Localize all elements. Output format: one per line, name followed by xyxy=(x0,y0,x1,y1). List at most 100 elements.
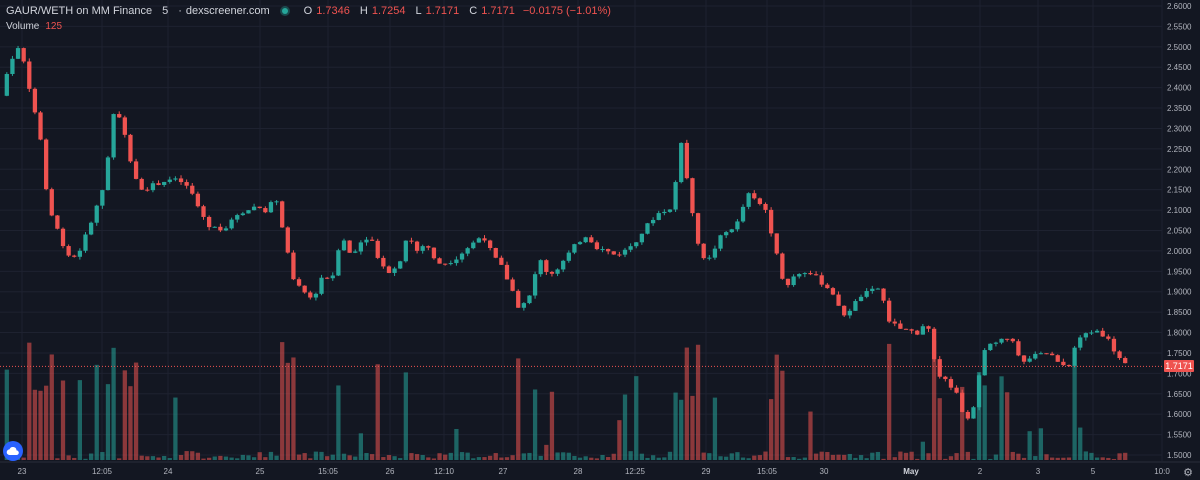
volume-bar xyxy=(690,395,695,460)
candle-body xyxy=(937,359,942,377)
candle-body xyxy=(369,239,375,241)
candle-body xyxy=(1061,361,1066,366)
volume-bar xyxy=(21,457,26,460)
candle-body xyxy=(892,321,897,324)
volume-bar xyxy=(521,453,526,460)
x-tick-label: 10:0 xyxy=(1154,467,1170,476)
volume-bar xyxy=(572,455,577,460)
candle-body xyxy=(72,255,77,257)
candle-body xyxy=(1021,355,1027,362)
candle-body xyxy=(44,139,49,190)
volume-bar xyxy=(931,340,937,460)
candle-body xyxy=(881,288,886,301)
candle-body xyxy=(145,189,150,191)
volume-bar xyxy=(527,452,532,460)
volume-bar xyxy=(1033,456,1038,460)
candle-body xyxy=(122,117,127,135)
candle-body xyxy=(381,257,386,267)
gear-icon[interactable]: ⚙ xyxy=(1183,467,1193,479)
volume-bar xyxy=(285,362,290,460)
volume-bar xyxy=(802,457,807,460)
volume-bar xyxy=(577,457,583,460)
candle-body xyxy=(1106,336,1111,339)
volume-bar xyxy=(724,456,729,460)
volume-bar xyxy=(77,380,83,460)
cloud-icon[interactable] xyxy=(3,441,23,461)
y-tick-label: 2.1500 xyxy=(1167,186,1192,195)
candle-body xyxy=(555,269,560,274)
candle-body xyxy=(600,249,605,251)
candle-body xyxy=(650,219,656,224)
candle-body xyxy=(819,275,824,285)
candle-body xyxy=(4,73,9,96)
volume-bar xyxy=(516,358,521,460)
volume-bar xyxy=(471,458,476,460)
candle-body xyxy=(223,228,229,231)
candle-body xyxy=(499,257,504,265)
candle-body xyxy=(729,229,734,233)
volume-bar xyxy=(364,452,369,460)
candle-body xyxy=(471,242,476,249)
candle-body xyxy=(909,329,914,331)
candle-body xyxy=(27,61,32,89)
candle-body xyxy=(853,301,858,311)
volume-bar xyxy=(111,347,116,460)
candle-body xyxy=(94,205,99,223)
x-tick-label: 3 xyxy=(1036,467,1041,476)
candle-body xyxy=(482,238,487,241)
candle-body xyxy=(403,240,408,262)
candle-body xyxy=(454,259,459,264)
x-tick-label: 12:05 xyxy=(92,467,113,476)
volume-bar xyxy=(122,370,127,460)
candle-body xyxy=(246,210,251,214)
volume-bar xyxy=(887,343,892,460)
x-tick-label: 5 xyxy=(1091,467,1096,476)
volume-bar xyxy=(105,384,111,460)
candle-body xyxy=(1111,338,1117,352)
y-tick-label: 2.1000 xyxy=(1167,206,1192,215)
volume-bar xyxy=(325,456,330,460)
candle-body xyxy=(201,206,206,217)
volume-bar xyxy=(358,433,364,460)
x-tick-label: 27 xyxy=(499,467,508,476)
candle-body xyxy=(1083,333,1088,338)
candle-body xyxy=(487,240,493,248)
volume-bar xyxy=(780,370,785,460)
volume-bar xyxy=(915,458,920,460)
x-tick-label: 26 xyxy=(386,467,395,476)
candle-body xyxy=(336,250,341,276)
candle-body xyxy=(1010,338,1015,342)
candle-body xyxy=(105,157,111,191)
volume-bar xyxy=(499,457,504,460)
candle-body xyxy=(622,249,628,255)
volume-bar xyxy=(212,456,217,460)
candle-body xyxy=(167,179,172,182)
candle-body xyxy=(465,248,470,254)
y-tick-label: 1.7000 xyxy=(1167,369,1192,378)
volume-bar xyxy=(993,454,999,460)
volume-bar xyxy=(4,369,9,460)
volume-bar xyxy=(650,455,656,460)
candle-body xyxy=(257,206,262,209)
x-tick-label: 12:10 xyxy=(434,467,455,476)
volume-bar xyxy=(409,453,414,460)
candle-body xyxy=(493,247,498,258)
volume-bar xyxy=(1044,454,1049,460)
volume-bar xyxy=(448,452,453,460)
candle-body xyxy=(319,277,324,294)
volume-bar xyxy=(398,458,403,460)
candle-body xyxy=(353,251,358,253)
candle-body xyxy=(1100,330,1105,337)
candle-body xyxy=(347,240,352,253)
volume-bar xyxy=(431,458,437,460)
volume-bar xyxy=(94,364,99,460)
candle-body xyxy=(375,240,380,258)
volume-bar xyxy=(139,455,144,460)
volume-bar xyxy=(482,457,487,460)
candle-body xyxy=(791,276,796,286)
high-label: H xyxy=(359,5,368,17)
candle-body xyxy=(448,263,453,265)
volume-bar xyxy=(538,455,543,460)
candle-body xyxy=(83,234,88,251)
